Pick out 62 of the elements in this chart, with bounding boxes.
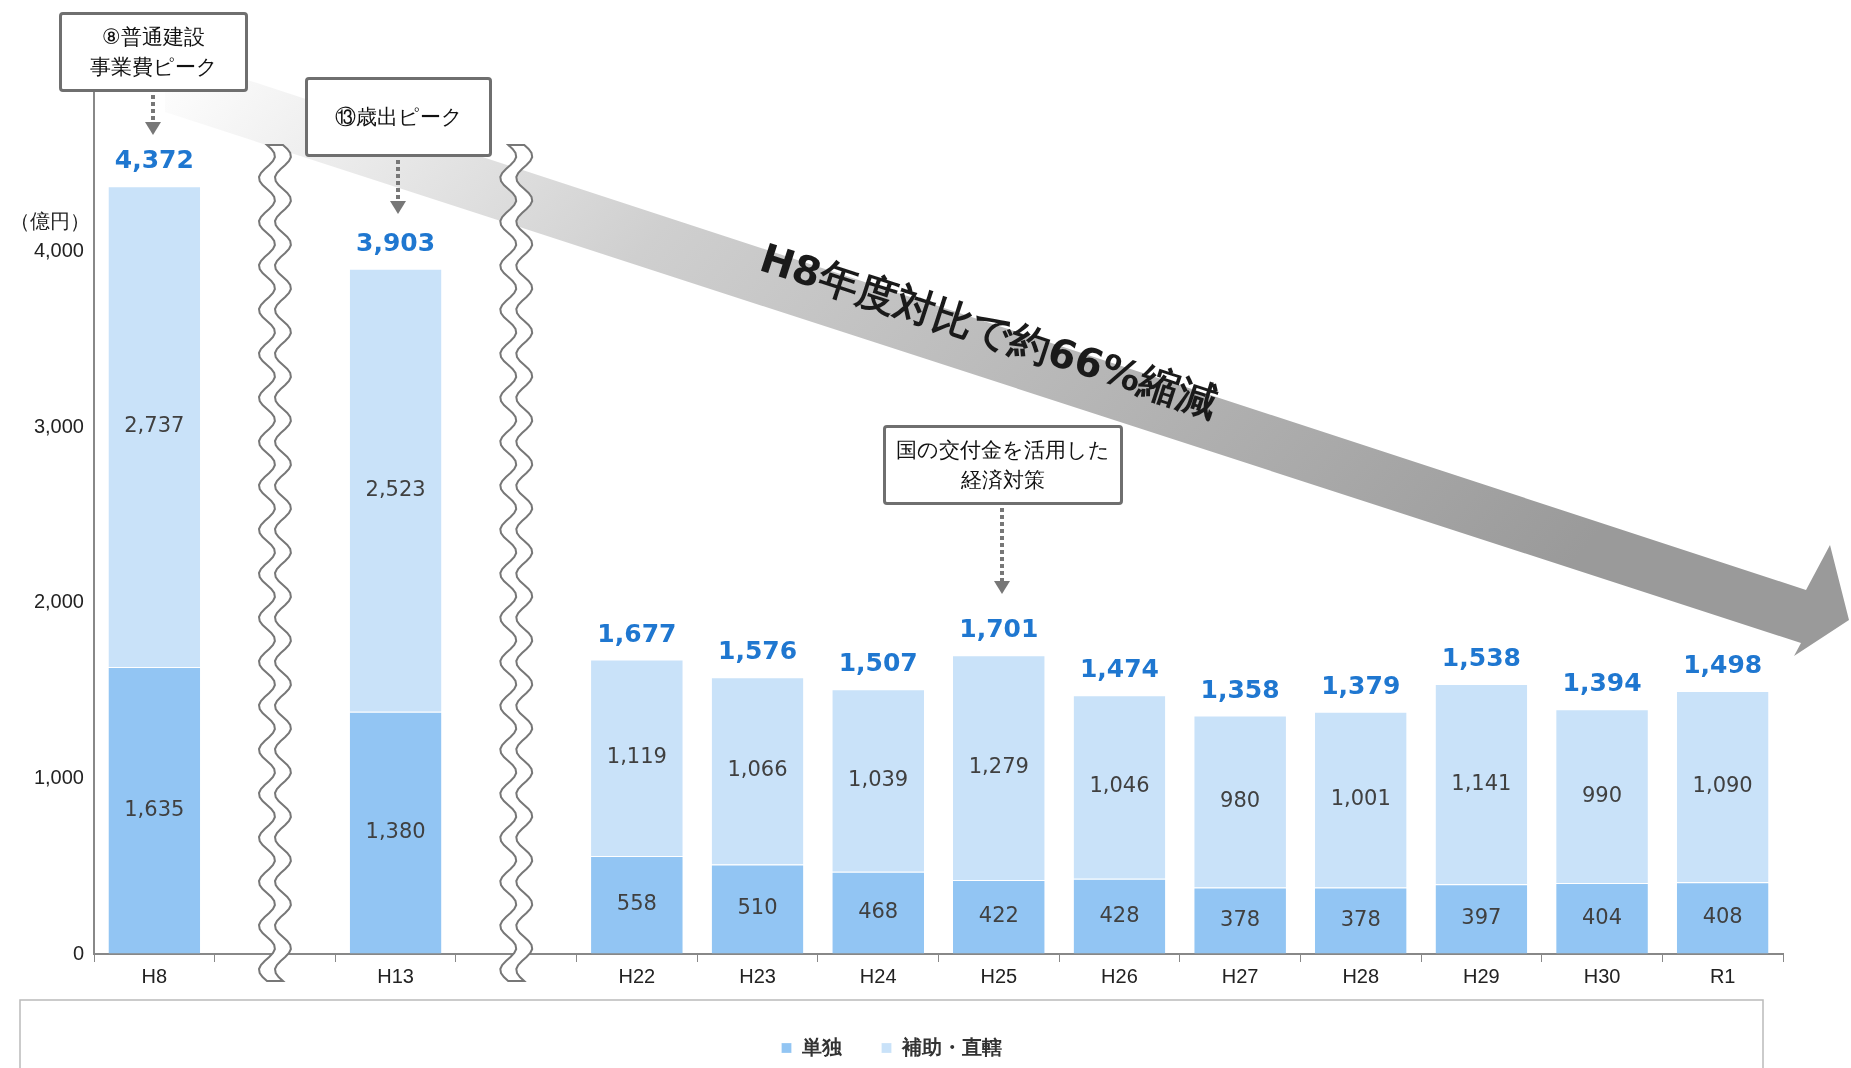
annotation: ⑧普通建設事業費ピーク xyxy=(89,24,218,81)
y-axis-title: （億円） xyxy=(10,208,90,235)
total-label: 1,474 xyxy=(1079,654,1159,684)
x-tick-label: R1 xyxy=(1709,964,1736,987)
data-label: 428 xyxy=(1099,902,1140,927)
total-label: 1,677 xyxy=(597,618,677,648)
data-label: 558 xyxy=(616,891,657,916)
data-label: 1,119 xyxy=(606,744,667,769)
x-tick-label: H22 xyxy=(618,964,656,987)
data-label: 1,380 xyxy=(365,819,426,844)
data-label: 990 xyxy=(1581,782,1623,807)
y-tick-label: 4,000 xyxy=(33,239,84,262)
data-label: 397 xyxy=(1461,905,1502,930)
x-tick-label: H27 xyxy=(1221,964,1259,987)
total-label: 1,538 xyxy=(1441,642,1521,672)
annotation: 国の交付金を活用した経済対策 xyxy=(896,437,1110,494)
data-label: 1,039 xyxy=(848,767,909,792)
total-label: 1,701 xyxy=(959,614,1039,644)
x-tick-label: H24 xyxy=(859,964,897,987)
x-tick-label: H28 xyxy=(1342,964,1380,987)
x-tick-label: H23 xyxy=(739,964,776,987)
data-label: 2,737 xyxy=(124,413,185,438)
data-label: 980 xyxy=(1220,788,1261,813)
annotation: H8年度対比で約66%縮減 xyxy=(753,232,1225,428)
y-tick-label: 0 xyxy=(72,941,84,964)
data-label: 510 xyxy=(737,895,778,920)
data-label: 468 xyxy=(858,899,899,924)
x-tick-label: H29 xyxy=(1463,964,1500,987)
data-label: 408 xyxy=(1702,904,1743,929)
data-label: 1,635 xyxy=(124,796,185,821)
total-label: 1,576 xyxy=(718,636,798,666)
x-tick-label: H30 xyxy=(1583,964,1621,987)
x-tick-label: H13 xyxy=(377,964,414,987)
callout-box: 国の交付金を活用した経済対策 xyxy=(883,425,1123,505)
data-label: 404 xyxy=(1581,904,1623,929)
total-label: 1,507 xyxy=(838,648,918,678)
total-label: 1,358 xyxy=(1200,674,1280,704)
total-label: 3,903 xyxy=(356,227,436,257)
legend-label: 単独 xyxy=(800,1035,843,1058)
callout-box: ⑧普通建設事業費ピーク xyxy=(59,12,248,92)
data-label: 1,141 xyxy=(1451,770,1512,795)
data-label: 1,046 xyxy=(1089,773,1150,798)
data-label: 378 xyxy=(1340,907,1381,932)
data-label: 378 xyxy=(1220,907,1261,932)
x-tick-label: H25 xyxy=(980,964,1018,987)
data-label: 1,066 xyxy=(727,757,788,782)
data-label: 1,279 xyxy=(968,754,1029,779)
data-label: 2,523 xyxy=(365,476,426,501)
total-label: 1,379 xyxy=(1321,670,1401,700)
total-label: 1,498 xyxy=(1683,649,1763,679)
x-tick-label: H26 xyxy=(1101,964,1138,987)
total-label: 4,372 xyxy=(114,145,194,175)
y-tick-label: 3,000 xyxy=(33,414,84,437)
data-label: 422 xyxy=(978,903,1019,928)
y-tick-label: 1,000 xyxy=(33,765,84,788)
y-tick-label: 2,000 xyxy=(33,590,84,613)
legend-label: 補助・直轄 xyxy=(900,1035,1002,1058)
total-label: 1,394 xyxy=(1562,668,1642,698)
x-tick-label: H8 xyxy=(141,964,168,987)
callout-box: ⑬歳出ピーク xyxy=(305,77,492,157)
data-label: 1,001 xyxy=(1330,786,1391,811)
data-label: 1,090 xyxy=(1692,773,1753,798)
